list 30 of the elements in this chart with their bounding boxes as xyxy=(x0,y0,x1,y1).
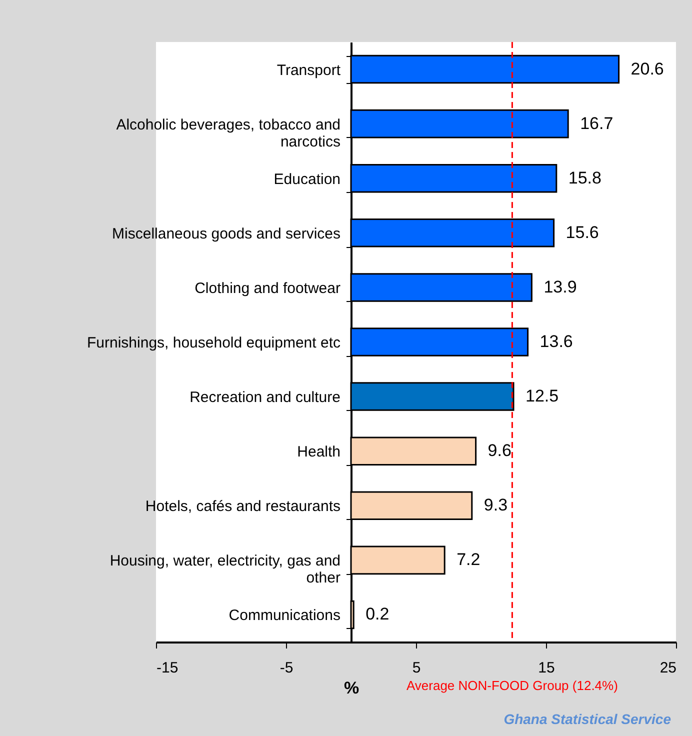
y-tick-label: Communications xyxy=(228,607,340,624)
y-tick-label: Alcoholic beverages, tobacco and narcotics xyxy=(116,116,340,150)
data-label: 9.3 xyxy=(484,496,508,515)
y-tick-label: Clothing and footwear xyxy=(194,280,340,297)
data-label: 12.5 xyxy=(526,386,559,406)
data-label: 15.8 xyxy=(568,168,602,188)
data-label: 13.6 xyxy=(540,332,573,351)
y-tick-label: Hotels, cafés and restaurants xyxy=(145,498,340,516)
data-label: 9.6 xyxy=(488,441,512,460)
y-tick-label: Health xyxy=(297,444,340,461)
y-tick-label: Recreation and culture xyxy=(190,389,340,406)
y-tick-label: Education xyxy=(274,170,340,188)
data-label: 15.6 xyxy=(566,222,599,242)
data-label: 20.6 xyxy=(630,59,664,78)
y-tick-label: Housing, water, electricity, gas and other xyxy=(110,552,340,587)
y-tick-label: Miscellaneous goods and services xyxy=(112,225,340,242)
data-label: 16.7 xyxy=(580,114,614,133)
x-tick-label: 25 xyxy=(660,660,676,676)
data-label: 7.2 xyxy=(456,550,480,570)
ref-line-label: Average NON-FOOD Group (12.4%) xyxy=(406,678,618,693)
x-tick-label: -5 xyxy=(280,660,294,676)
data-label: 13.9 xyxy=(544,277,577,296)
y-tick-label: Transport xyxy=(276,62,342,79)
x-tick-label: 5 xyxy=(412,660,421,676)
x-tick-label: -15 xyxy=(156,660,178,676)
data-label: 0.2 xyxy=(366,604,390,624)
x-axis-title: % xyxy=(344,678,360,698)
text: Ghana Statistical Service xyxy=(504,711,672,727)
x-tick-label: 15 xyxy=(538,660,555,676)
y-tick-label: Furnishings, household equipment etc xyxy=(87,334,341,352)
